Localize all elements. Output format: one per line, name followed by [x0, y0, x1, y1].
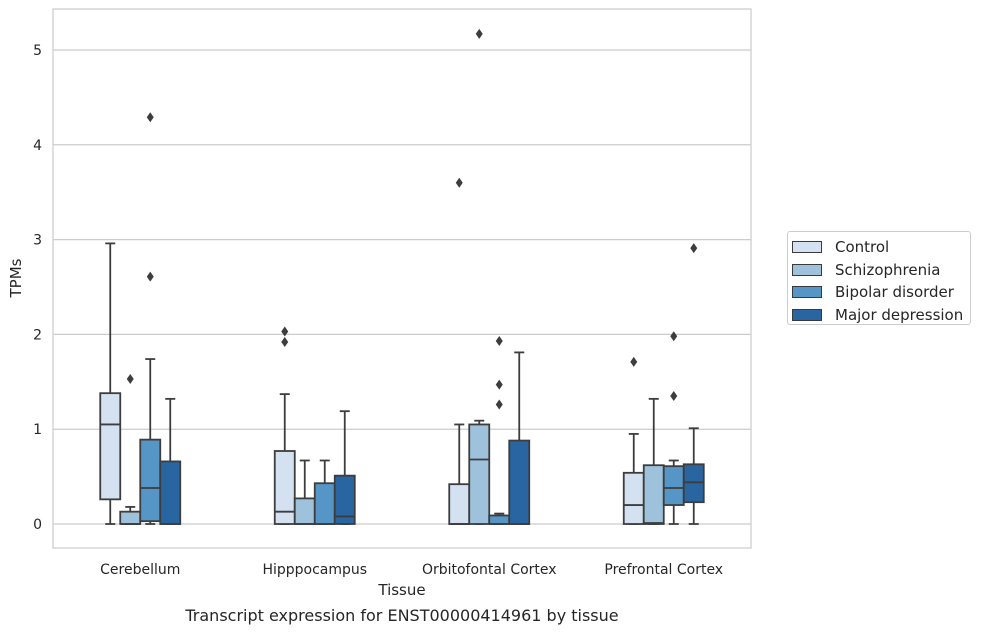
x-tick-label: Cerebellum — [100, 562, 180, 578]
y-tick-label: 0 — [33, 517, 42, 533]
box-bipolar-disorder — [139, 112, 162, 525]
outlier-point — [146, 112, 154, 123]
box-iqr — [642, 464, 665, 525]
legend-item: Major depression — [792, 304, 970, 327]
y-tick-label: 3 — [33, 233, 42, 249]
x-tick-label: Prefrontal Cortex — [604, 562, 723, 578]
outlier-point — [495, 379, 503, 390]
box-iqr — [448, 483, 471, 525]
box-iqr — [622, 471, 645, 525]
box-iqr — [293, 497, 316, 525]
box-iqr — [273, 450, 296, 525]
box-control — [273, 326, 296, 525]
outlier-point — [281, 336, 289, 347]
box-schizophrenia — [468, 28, 491, 525]
legend-swatch — [792, 308, 822, 321]
box-bipolar-disorder — [488, 336, 511, 525]
y-axis-ticks: 0 1 2 3 4 5 — [33, 43, 42, 533]
box-bipolar-disorder — [313, 459, 336, 525]
legend-item: Bipolar disorder — [792, 281, 970, 304]
plot-area-frame — [52, 8, 752, 549]
outlier-point — [126, 373, 134, 384]
outlier-point — [690, 243, 698, 254]
box-major-depression — [682, 243, 705, 525]
y-tick-label: 5 — [33, 43, 42, 59]
box-series-layer — [99, 28, 705, 525]
box-bipolar-disorder — [662, 331, 685, 525]
box-iqr — [139, 438, 162, 523]
y-tick-label: 2 — [33, 327, 42, 343]
x-tick-label: Hipppocampus — [262, 562, 367, 578]
legend-label: Control — [835, 238, 890, 257]
box-iqr — [99, 392, 122, 501]
legend-label: Schizophrenia — [835, 260, 941, 279]
box-iqr — [682, 463, 705, 504]
chart-caption: Transcript expression for ENST0000041496… — [185, 606, 619, 625]
box-major-depression — [508, 351, 531, 525]
box-control — [99, 242, 122, 525]
box-iqr — [159, 460, 182, 525]
box-iqr — [662, 465, 685, 506]
chart-legend: Control Schizophrenia Bipolar disorder Majo… — [787, 231, 971, 325]
outlier-point — [281, 326, 289, 337]
box-schizophrenia — [642, 397, 665, 525]
x-tick-label: Orbitofontal Cortex — [422, 562, 557, 578]
outlier-point — [455, 177, 463, 188]
box-major-depression — [159, 397, 182, 525]
box-iqr — [313, 482, 336, 525]
box-schizophrenia — [293, 459, 316, 525]
y-tick-label: 4 — [33, 138, 42, 154]
box-iqr — [333, 474, 356, 525]
box-iqr — [508, 439, 531, 525]
legend-label: Bipolar disorder — [835, 283, 954, 302]
outlier-point — [495, 336, 503, 347]
legend-swatch — [792, 286, 822, 299]
outlier-point — [495, 399, 503, 410]
outlier-point — [670, 331, 678, 342]
legend-swatch — [792, 263, 822, 276]
x-axis-ticks: Cerebellum Hipppocampus Orbitofontal Corte… — [100, 562, 723, 578]
x-axis-label: Tissue — [377, 581, 425, 599]
legend-item: Schizophrenia — [792, 259, 970, 282]
legend-label: Major depression — [835, 305, 964, 324]
box-schizophrenia — [119, 373, 142, 525]
legend-swatch — [792, 241, 822, 254]
outlier-point — [475, 28, 483, 39]
outlier-point — [630, 356, 638, 367]
outlier-point — [670, 391, 678, 402]
y-tick-label: 1 — [33, 422, 42, 438]
box-iqr — [488, 514, 511, 525]
legend-item: Control — [792, 236, 970, 259]
box-iqr — [119, 510, 142, 525]
outlier-point — [146, 271, 154, 282]
box-iqr — [468, 423, 491, 525]
box-control — [448, 177, 471, 525]
box-major-depression — [333, 410, 356, 525]
y-axis-label: TPMs — [7, 258, 25, 298]
box-control — [622, 356, 645, 525]
